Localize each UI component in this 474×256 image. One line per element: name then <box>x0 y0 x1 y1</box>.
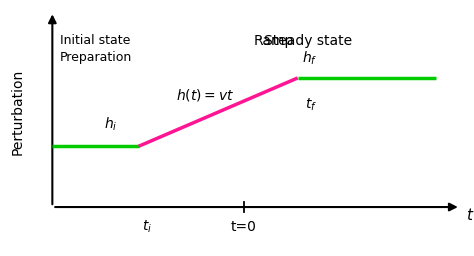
Text: t=0: t=0 <box>231 220 257 234</box>
Text: Perturbation: Perturbation <box>11 69 25 155</box>
Text: $h_i$: $h_i$ <box>104 116 118 133</box>
Text: Initial state
Preparation: Initial state Preparation <box>60 34 132 63</box>
Text: $t_f$: $t_f$ <box>305 97 318 113</box>
Text: $t_i$: $t_i$ <box>143 218 153 235</box>
Text: $h_f$: $h_f$ <box>301 49 317 67</box>
Text: $h(t) = vt$: $h(t) = vt$ <box>176 87 234 103</box>
Text: $t$: $t$ <box>466 207 474 223</box>
Text: Steady state: Steady state <box>264 34 352 48</box>
Text: Ramp: Ramp <box>254 34 294 48</box>
